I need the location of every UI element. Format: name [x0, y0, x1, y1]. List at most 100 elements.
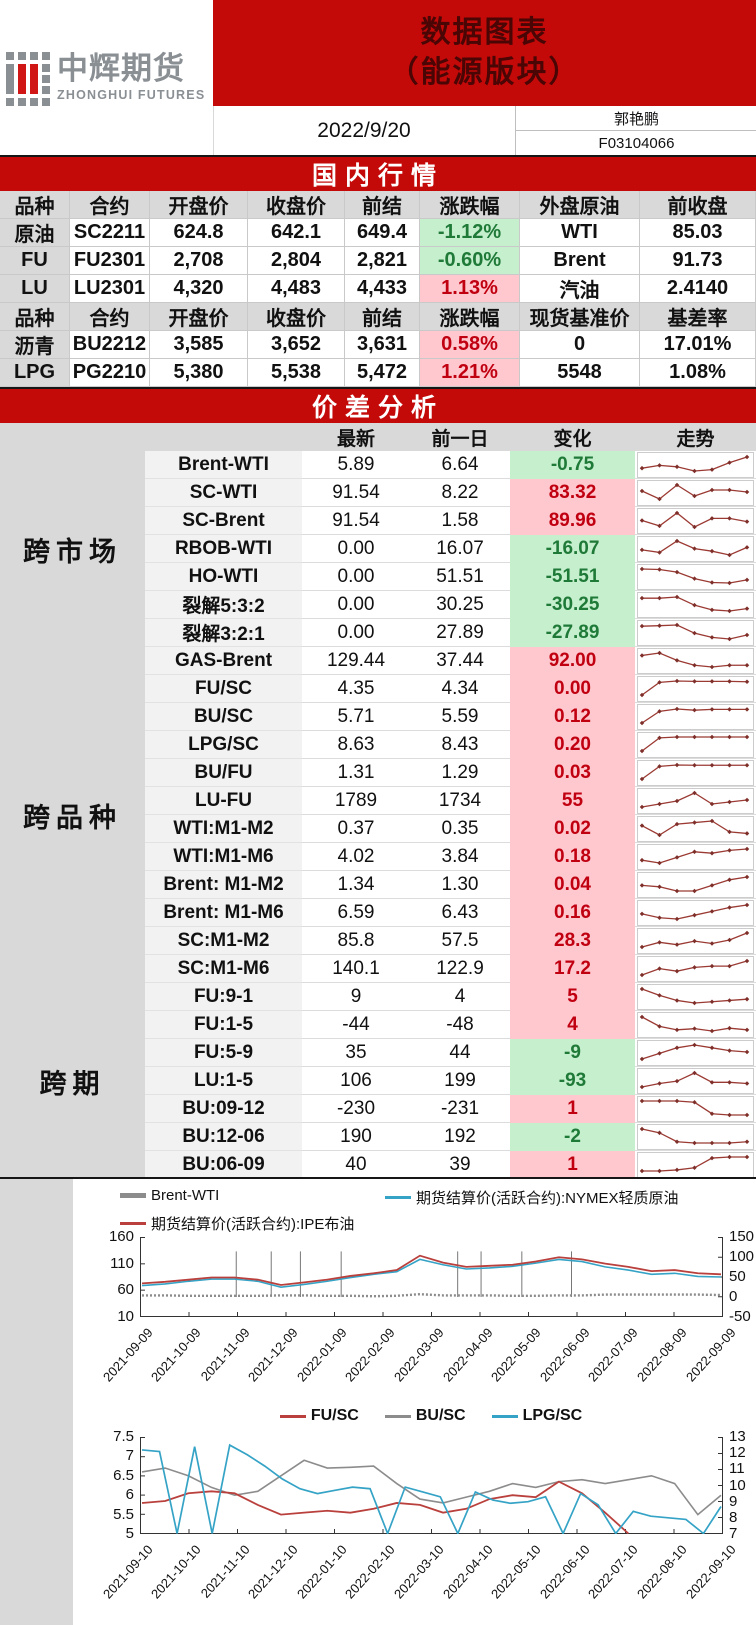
chart1-legend-nymex-label: 期货结算价(活跃合约):NYMEX轻质原油	[416, 1190, 679, 1207]
sparkline	[637, 647, 754, 674]
y-axis-tick-right: 11	[729, 1460, 745, 1478]
spread-prevday: 57.5	[410, 927, 510, 955]
spread-row-label: SC-WTI	[145, 479, 302, 507]
y-axis-tick-right: 0	[729, 1288, 738, 1305]
chart2-legend-fusc: FU/SC	[279, 1407, 359, 1425]
chart2-legend-lpgsc-label: LPG/SC	[522, 1407, 583, 1424]
spread-latest: 35	[302, 1039, 410, 1067]
chart2-legend-busc-label: BU/SC	[415, 1407, 466, 1424]
x-axis-tick: 2022-09-10	[682, 1542, 739, 1602]
spread-change: 0.12	[510, 703, 635, 731]
spread-row-label: SC-Brent	[145, 507, 302, 535]
spread-prevday: 0.35	[410, 815, 510, 843]
x-axis-tick: 2022-04-10	[439, 1542, 496, 1602]
spread-header-change: 变化	[510, 423, 635, 451]
spread-group-label: 跨品种	[0, 647, 145, 983]
sparkline	[637, 563, 754, 590]
spread-sparkline-cell	[635, 759, 756, 787]
market-ext-name: 0	[520, 331, 640, 359]
spread-latest: 0.37	[302, 815, 410, 843]
charts-section: Brent-WTI 期货结算价(活跃合约):NYMEX轻质原油 期货结算价(活跃…	[0, 1177, 756, 1625]
sparkline	[637, 787, 754, 814]
spread-prevday: 199	[410, 1067, 510, 1095]
market-col-header: 品种	[0, 191, 70, 219]
spread-prevday: 8.22	[410, 479, 510, 507]
spread-row-label: HO-WTI	[145, 563, 302, 591]
spread-latest: 85.8	[302, 927, 410, 955]
market-row-name: LU	[0, 275, 70, 303]
market-pct-change: 1.21%	[420, 359, 520, 387]
market-col-header: 外盘原油	[520, 191, 640, 219]
spread-header-group	[0, 423, 145, 451]
spread-latest: 91.54	[302, 479, 410, 507]
market-open: 624.8	[150, 219, 248, 247]
chart2-legend-fusc-label: FU/SC	[310, 1407, 359, 1424]
market-col-header: 现货基准价	[520, 303, 640, 331]
market-open: 3,585	[150, 331, 248, 359]
spread-sparkline-cell	[635, 787, 756, 815]
spread-change: -16.07	[510, 535, 635, 563]
chart1-legend-ipe-label: 期货结算价(活跃合约):IPE布油	[151, 1216, 355, 1233]
market-contract: SC2211	[70, 219, 150, 247]
spread-sparkline-cell	[635, 1039, 756, 1067]
report-header: 中辉期货 ZHONGHUI FUTURES 数据图表 （能源版块） 2022/9…	[0, 0, 756, 156]
spread-latest: 40	[302, 1151, 410, 1179]
spread-sparkline-cell	[635, 927, 756, 955]
spread-header-latest: 最新	[302, 423, 410, 451]
spread-latest: 0.00	[302, 591, 410, 619]
spread-latest: 1.34	[302, 871, 410, 899]
spread-sparkline-cell	[635, 815, 756, 843]
spread-change: 1	[510, 1095, 635, 1123]
sparkline	[637, 899, 754, 926]
x-axis-tick: 2022-05-10	[488, 1542, 544, 1602]
analyst-info: 郭艳鹏 F03104066	[515, 106, 756, 156]
spread-latest: 0.00	[302, 563, 410, 591]
market-pct-change: -1.12%	[420, 219, 520, 247]
market-contract: FU2301	[70, 247, 150, 275]
x-axis-tick: 2022-06-09	[536, 1325, 593, 1385]
spread-change: 0.16	[510, 899, 635, 927]
market-pct-change: -0.60%	[420, 247, 520, 275]
sparkline	[637, 871, 754, 898]
sparkline	[637, 535, 754, 562]
market-open: 5,380	[150, 359, 248, 387]
spread-latest: 1789	[302, 787, 410, 815]
market-col-header: 合约	[70, 303, 150, 331]
x-axis-tick: 2022-02-09	[342, 1325, 399, 1385]
spread-change: 1	[510, 1151, 635, 1179]
spread-sparkline-cell	[635, 1123, 756, 1151]
spread-prevday: 6.43	[410, 899, 510, 927]
spread-row-label: 裂解5:3:2	[145, 591, 302, 619]
spread-latest: 91.54	[302, 507, 410, 535]
y-axis-tick-left: 110	[110, 1254, 134, 1272]
spread-change: 0.00	[510, 675, 635, 703]
y-axis-tick-right: 8	[729, 1508, 738, 1526]
spread-prevday: 122.9	[410, 955, 510, 983]
x-axis-tick: 2021-12-10	[245, 1542, 301, 1602]
market-pct-change: 1.13%	[420, 275, 520, 303]
sparkline	[637, 451, 754, 478]
chart1-legend-brent-wti-label: Brent-WTI	[151, 1187, 220, 1204]
spread-latest: 5.71	[302, 703, 410, 731]
spread-row-label: LU-FU	[145, 787, 302, 815]
spread-latest: 0.00	[302, 535, 410, 563]
market-ext-value: 17.01%	[640, 331, 756, 359]
market-ext-value: 2.4140	[640, 275, 756, 303]
market-col-header: 收盘价	[248, 191, 345, 219]
market-ext-value: 91.73	[640, 247, 756, 275]
spread-latest: 106	[302, 1067, 410, 1095]
market-col-header: 前结	[345, 303, 420, 331]
market-prev-settle: 2,821	[345, 247, 420, 275]
logo-text-cn: 中辉期货	[57, 51, 185, 86]
gray-line-swatch	[384, 1414, 411, 1418]
spread-sparkline-cell	[635, 563, 756, 591]
market-col-header: 品种	[0, 303, 70, 331]
spread-prevday: 37.44	[410, 647, 510, 675]
sparkline	[637, 1095, 754, 1122]
spread-change: -2	[510, 1123, 635, 1151]
x-axis-tick: 2022-04-09	[439, 1325, 496, 1385]
y-axis-tick-right: -50	[729, 1308, 751, 1325]
y-axis-tick-left: 5	[125, 1525, 134, 1542]
spread-latest: 1.31	[302, 759, 410, 787]
sparkline	[637, 955, 754, 982]
